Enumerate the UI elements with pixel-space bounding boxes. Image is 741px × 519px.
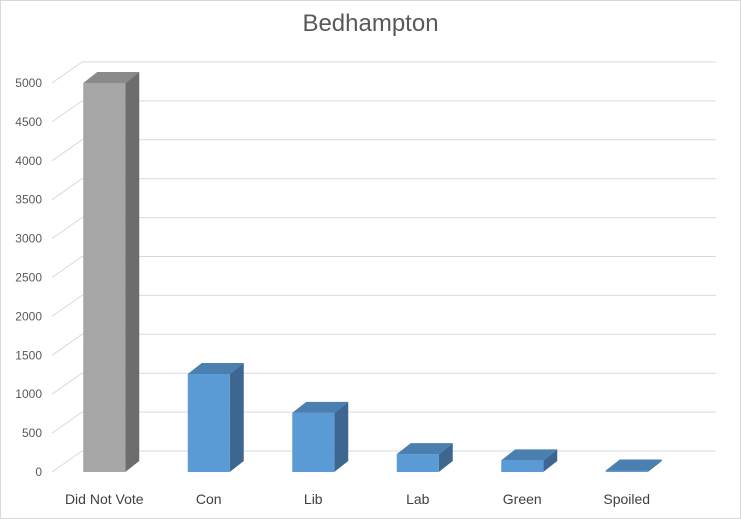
bar-group xyxy=(187,362,244,472)
x-axis-category-labels: Did Not Vote Con Lib Lab Green Spoiled xyxy=(65,491,650,507)
x-tick-label: Lab xyxy=(406,491,430,507)
bar-group xyxy=(83,72,140,472)
bar-side xyxy=(334,401,349,472)
bar-top xyxy=(292,401,349,413)
y-tick-label: 3500 xyxy=(15,193,42,207)
bar-top xyxy=(187,362,244,374)
gridline-diagonal xyxy=(51,217,83,240)
gridline-diagonal xyxy=(51,450,83,473)
bar-top xyxy=(501,449,558,461)
bar-side xyxy=(125,72,140,472)
y-tick-label: 3000 xyxy=(15,232,42,246)
bar-top xyxy=(396,443,453,455)
bar-side xyxy=(229,362,244,472)
gridline-diagonal xyxy=(51,411,83,434)
bar-group xyxy=(605,459,662,472)
y-tick-label: 1500 xyxy=(15,348,42,362)
gridlines xyxy=(51,61,716,473)
bar-group xyxy=(501,449,558,472)
bar-side xyxy=(438,443,453,472)
x-tick-label: Spoiled xyxy=(603,491,650,507)
gridline-diagonal xyxy=(51,372,83,395)
bar xyxy=(396,454,439,472)
y-tick-label: 4500 xyxy=(15,115,42,129)
y-tick-label: 500 xyxy=(22,426,42,440)
gridline-diagonal xyxy=(51,294,83,317)
y-tick-label: 4000 xyxy=(15,154,42,168)
y-tick-label: 5000 xyxy=(15,76,42,90)
bar-top xyxy=(605,459,662,471)
y-tick-label: 1000 xyxy=(15,387,42,401)
bar-side xyxy=(647,459,662,472)
x-tick-label: Con xyxy=(196,491,222,507)
gridline-diagonal xyxy=(51,256,83,278)
bar-top xyxy=(83,72,140,83)
bar xyxy=(83,83,126,472)
bar-side xyxy=(543,449,558,472)
x-tick-label: Lib xyxy=(304,491,323,507)
y-tick-label: 2500 xyxy=(15,271,42,285)
bar-group xyxy=(292,401,349,472)
bar xyxy=(501,460,544,472)
gridline-diagonal xyxy=(51,178,83,201)
x-tick-label: Did Not Vote xyxy=(65,491,144,507)
x-tick-label: Green xyxy=(503,491,542,507)
bars xyxy=(83,72,662,472)
bar xyxy=(187,373,230,472)
y-tick-label: 2000 xyxy=(15,309,42,323)
gridline-diagonal xyxy=(51,100,83,123)
y-tick-label: 0 xyxy=(35,465,42,479)
bar-group xyxy=(396,443,453,472)
bar xyxy=(292,412,335,472)
bar xyxy=(605,470,648,472)
gridline-diagonal xyxy=(51,333,83,356)
y-axis-tick-labels: 0 500 1000 1500 2000 2500 3000 3500 4000 4500 5000 xyxy=(15,76,42,479)
gridline-diagonal xyxy=(51,61,83,84)
gridline-diagonal xyxy=(51,139,83,162)
chart-title: Bedhampton xyxy=(302,10,439,37)
